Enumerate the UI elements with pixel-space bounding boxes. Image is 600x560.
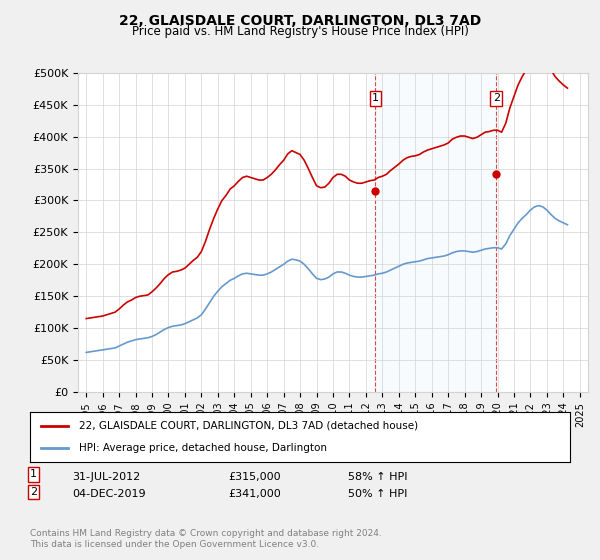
Text: 1: 1 (30, 469, 37, 479)
Text: 50% ↑ HPI: 50% ↑ HPI (348, 489, 407, 500)
Text: 2: 2 (493, 94, 500, 104)
Text: £341,000: £341,000 (228, 489, 281, 500)
Text: 22, GLAISDALE COURT, DARLINGTON, DL3 7AD: 22, GLAISDALE COURT, DARLINGTON, DL3 7AD (119, 14, 481, 28)
Text: HPI: Average price, detached house, Darlington: HPI: Average price, detached house, Darl… (79, 443, 326, 453)
Text: £315,000: £315,000 (228, 472, 281, 482)
Text: 2: 2 (30, 487, 37, 497)
Text: Price paid vs. HM Land Registry's House Price Index (HPI): Price paid vs. HM Land Registry's House … (131, 25, 469, 38)
Text: 31-JUL-2012: 31-JUL-2012 (72, 472, 140, 482)
Text: 22, GLAISDALE COURT, DARLINGTON, DL3 7AD (detached house): 22, GLAISDALE COURT, DARLINGTON, DL3 7AD… (79, 421, 418, 431)
Text: 1: 1 (372, 94, 379, 104)
Text: 04-DEC-2019: 04-DEC-2019 (72, 489, 146, 500)
Bar (376, 73, 496, 392)
Text: 58% ↑ HPI: 58% ↑ HPI (348, 472, 407, 482)
Text: Contains HM Land Registry data © Crown copyright and database right 2024.
This d: Contains HM Land Registry data © Crown c… (30, 529, 382, 549)
